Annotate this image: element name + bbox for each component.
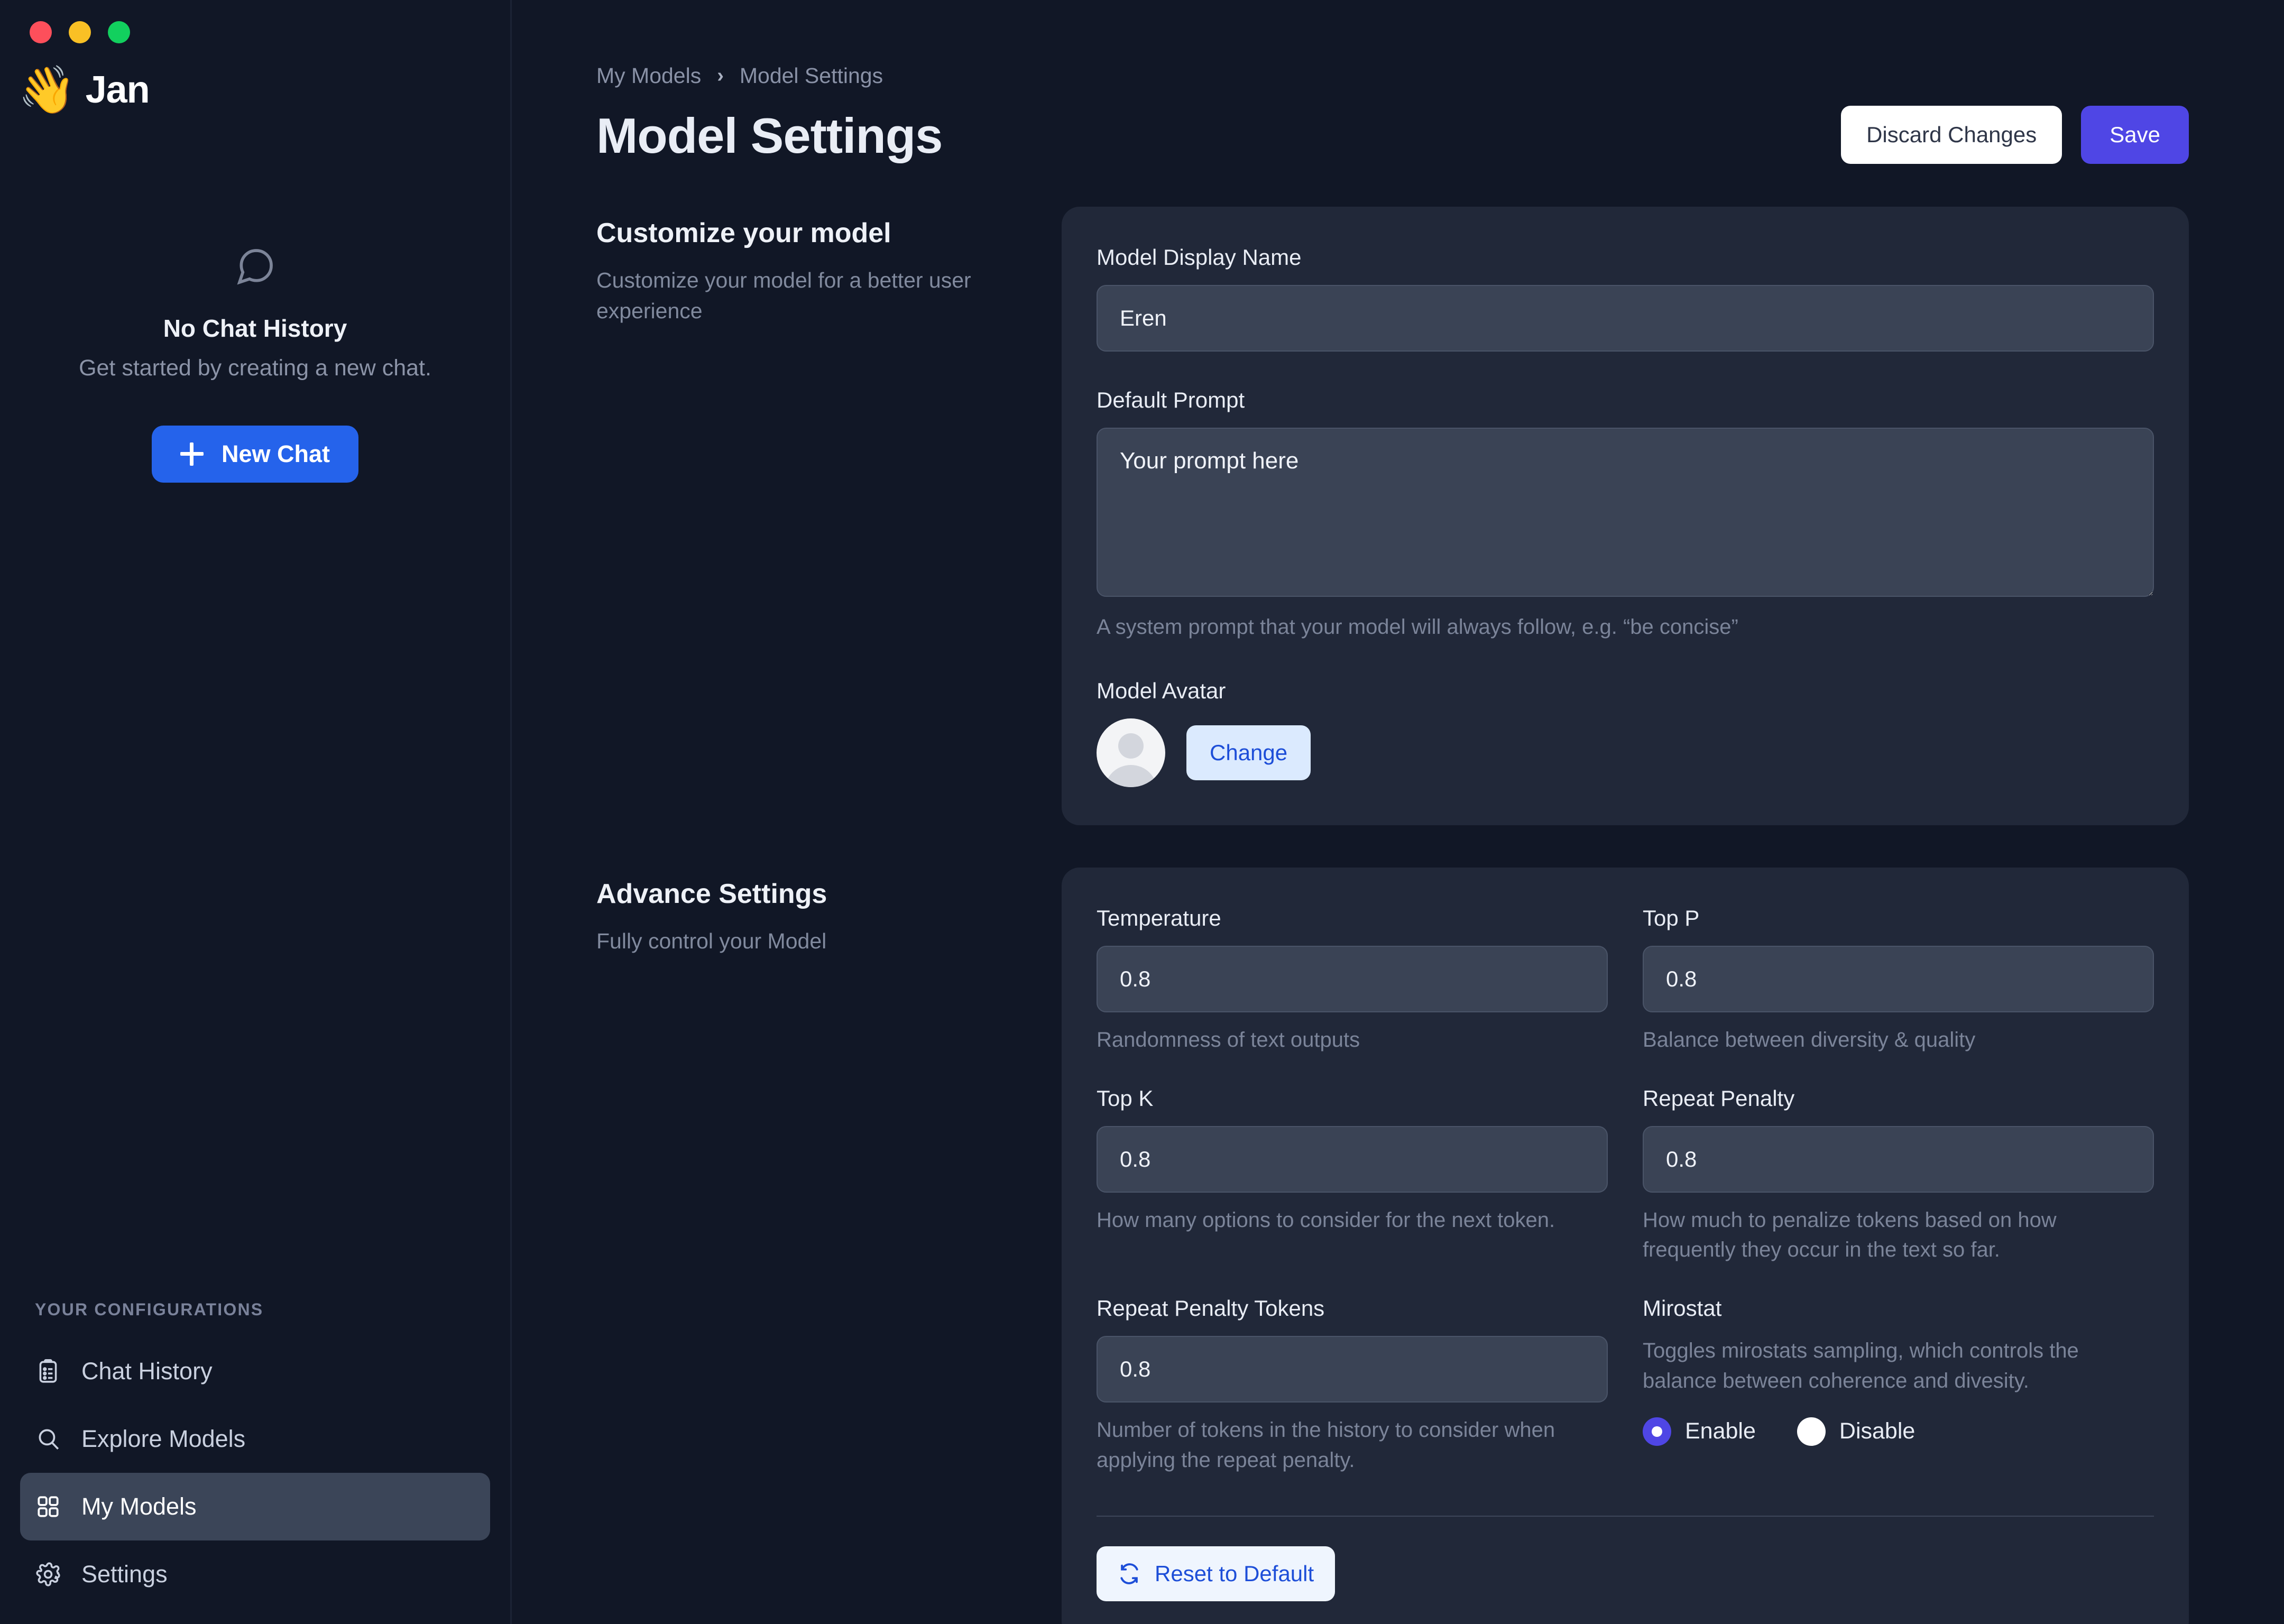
model-avatar-field: Model Avatar Change (1097, 678, 2154, 787)
top-p-label: Top P (1643, 905, 1700, 930)
advance-section-title: Advance Settings (596, 878, 827, 909)
temperature-field: Temperature Randomness of text outputs (1097, 906, 1608, 1086)
model-display-name-label: Model Display Name (1097, 245, 1302, 270)
default-prompt-textarea[interactable] (1097, 428, 2154, 597)
refresh-icon (1120, 1563, 1138, 1584)
clipboard-list-icon (39, 1359, 57, 1383)
top-p-field: Top P Balance between diversity & qualit… (1643, 906, 2154, 1086)
discard-changes-button[interactable]: Discard Changes (1841, 106, 2062, 164)
reset-to-default-button[interactable]: Reset to Default (1097, 1546, 1336, 1601)
customize-section-description: Customize your model for a better user e… (596, 268, 971, 324)
model-avatar-label: Model Avatar (1097, 678, 1226, 703)
chat-empty-state: No Chat History Get started by creating … (0, 245, 510, 483)
nav-section-heading: YOUR CONFIGURATIONS (35, 1300, 264, 1319)
customize-section: Customize your model Customize your mode… (596, 207, 2189, 825)
radio-unselected-icon (1797, 1417, 1826, 1446)
minimize-window-button[interactable] (69, 21, 91, 43)
empty-state-subtitle: Get started by creating a new chat. (79, 355, 431, 381)
breadcrumb-current: Model Settings (739, 63, 883, 88)
plus-icon (180, 442, 204, 466)
avatar-head-shape (1118, 733, 1144, 759)
default-prompt-hint: A system prompt that your model will alw… (1097, 615, 1738, 639)
sidebar-item-label: Explore Models (81, 1425, 246, 1452)
gear-icon (36, 1562, 60, 1586)
repeat-penalty-tokens-label: Repeat Penalty Tokens (1097, 1296, 1325, 1321)
chevron-right-icon: › (717, 64, 724, 87)
sidebar-item-explore-models[interactable]: Explore Models (20, 1405, 490, 1473)
repeat-penalty-hint: How much to penalize tokens based on how… (1643, 1208, 2057, 1262)
close-window-button[interactable] (30, 21, 52, 43)
advance-settings-grid: Temperature Randomness of text outputs T… (1097, 906, 2154, 1506)
repeat-penalty-tokens-hint: Number of tokens in the history to consi… (1097, 1418, 1555, 1472)
mirostat-enable-label: Enable (1685, 1418, 1756, 1444)
reset-to-default-label: Reset to Default (1155, 1561, 1314, 1586)
breadcrumb: My Models › Model Settings (596, 63, 2189, 88)
top-k-field: Top K How many options to consider for t… (1097, 1086, 1608, 1296)
mirostat-label: Mirostat (1643, 1296, 1722, 1321)
sidebar-nav: YOUR CONFIGURATIONS Chat History Explore… (0, 1300, 510, 1624)
avatar-body-shape (1104, 764, 1157, 787)
customize-card: Model Display Name Default Prompt A syst… (1062, 207, 2189, 825)
save-button[interactable]: Save (2081, 106, 2189, 164)
mirostat-disable-option[interactable]: Disable (1797, 1417, 1915, 1446)
main-content: My Models › Model Settings Model Setting… (512, 0, 2284, 1624)
breadcrumb-parent[interactable]: My Models (596, 63, 702, 88)
grid-icon (38, 1496, 59, 1517)
repeat-penalty-input[interactable] (1643, 1125, 2154, 1193)
sidebar-item-label: My Models (81, 1493, 197, 1520)
advance-card: Temperature Randomness of text outputs T… (1062, 867, 2189, 1624)
app-name: Jan (85, 69, 150, 111)
repeat-penalty-tokens-input[interactable] (1097, 1336, 1608, 1403)
change-avatar-button[interactable]: Change (1186, 725, 1311, 780)
app-brand: 👋 Jan (0, 43, 510, 113)
mirostat-enable-option[interactable]: Enable (1643, 1417, 1756, 1446)
temperature-hint: Randomness of text outputs (1097, 1028, 1360, 1051)
card-divider (1097, 1515, 2154, 1517)
advance-section-description: Fully control your Model (596, 928, 827, 953)
model-avatar-row: Change (1097, 718, 2154, 787)
default-prompt-field: Default Prompt A system prompt that your… (1097, 387, 2154, 642)
new-chat-label: New Chat (221, 440, 330, 467)
maximize-window-button[interactable] (108, 21, 130, 43)
empty-state-title: No Chat History (163, 315, 347, 342)
advance-section: Advance Settings Fully control your Mode… (596, 867, 2189, 1624)
mirostat-radio-group: Enable Disable (1643, 1417, 2154, 1446)
default-prompt-label: Default Prompt (1097, 387, 1245, 412)
customize-section-title: Customize your model (596, 218, 891, 248)
top-k-hint: How many options to consider for the nex… (1097, 1208, 1555, 1232)
chat-bubble-icon (237, 249, 273, 285)
sidebar-item-settings[interactable]: Settings (20, 1540, 490, 1608)
repeat-penalty-label: Repeat Penalty (1643, 1085, 1795, 1111)
sidebar-item-chat-history[interactable]: Chat History (20, 1337, 490, 1405)
repeat-penalty-field: Repeat Penalty How much to penalize toke… (1643, 1086, 2154, 1296)
window-traffic-lights (0, 0, 510, 43)
top-k-input[interactable] (1097, 1125, 1608, 1193)
search-icon (39, 1429, 59, 1450)
mirostat-field: Mirostat Toggles mirostats sampling, whi… (1643, 1296, 2154, 1506)
page-title: Model Settings (596, 108, 943, 163)
user-avatar-icon (1097, 718, 1165, 787)
model-display-name-input[interactable] (1097, 285, 2154, 352)
temperature-input[interactable] (1097, 945, 1608, 1012)
sidebar-item-my-models[interactable]: My Models (20, 1473, 490, 1540)
top-p-hint: Balance between diversity & quality (1643, 1028, 1976, 1051)
sidebar-item-label: Settings (81, 1561, 168, 1588)
mirostat-disable-label: Disable (1839, 1418, 1915, 1444)
new-chat-button[interactable]: New Chat (151, 426, 359, 483)
temperature-label: Temperature (1097, 905, 1221, 930)
top-p-input[interactable] (1643, 945, 2154, 1012)
header-actions: Discard Changes Save (1841, 106, 2189, 164)
sidebar-item-label: Chat History (81, 1358, 213, 1385)
sidebar: 👋 Jan No Chat History Get started by cre… (0, 0, 512, 1624)
model-display-name-field: Model Display Name (1097, 245, 2154, 352)
radio-selected-icon (1643, 1417, 1671, 1446)
top-k-label: Top K (1097, 1085, 1154, 1111)
advance-section-info: Advance Settings Fully control your Mode… (596, 868, 1062, 1624)
repeat-penalty-tokens-field: Repeat Penalty Tokens Number of tokens i… (1097, 1296, 1608, 1506)
mirostat-description: Toggles mirostats sampling, which contro… (1643, 1339, 2079, 1392)
customize-section-info: Customize your model Customize your mode… (596, 207, 1062, 825)
waving-hand-icon: 👋 (18, 63, 76, 116)
